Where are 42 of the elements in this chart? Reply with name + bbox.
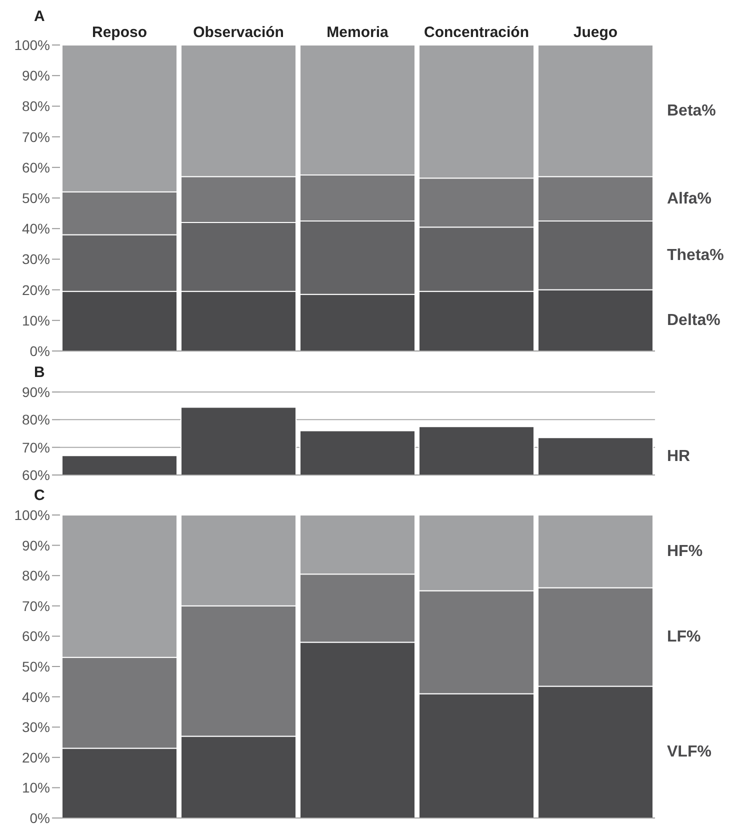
y-tick-label: 70% — [22, 128, 50, 145]
y-tick-label: 90% — [22, 537, 50, 554]
y-tick-label: 10% — [22, 780, 50, 796]
series-label: Delta% — [667, 312, 720, 329]
y-tick-label: 60% — [22, 628, 50, 644]
y-tick-label: 0% — [30, 342, 50, 359]
y-tick-label: 80% — [22, 412, 50, 428]
x-tick-label: Reposo — [92, 24, 148, 41]
x-tick-label: Memoria — [326, 24, 389, 41]
y-tick-label: 70% — [22, 439, 50, 456]
y-tick-label: 50% — [22, 190, 50, 206]
y-tick-label: 80% — [22, 568, 50, 584]
series-label: LF% — [667, 628, 701, 646]
y-tick-label: 30% — [22, 719, 50, 736]
chart-title: B — [34, 364, 45, 381]
x-tick-label: Concentración — [424, 24, 530, 41]
y-tick-label: 60% — [22, 159, 50, 176]
x-tick-label: Observación — [193, 24, 284, 41]
x-tick-label: Juego — [573, 24, 618, 41]
series-label: Alfa% — [667, 190, 712, 208]
y-tick-label: 70% — [22, 598, 50, 614]
y-tick-label: 100% — [14, 36, 50, 53]
y-tick-label: 40% — [22, 220, 50, 237]
series-label: Theta% — [667, 246, 724, 264]
chart-title: C — [34, 487, 45, 504]
y-tick-label: 10% — [22, 312, 50, 328]
y-tick-label: 80% — [22, 98, 50, 114]
chart-title: A — [34, 8, 45, 25]
y-tick-label: 40% — [22, 688, 50, 705]
y-tick-label: 100% — [14, 506, 50, 523]
y-tick-label: 0% — [30, 810, 50, 826]
y-tick-label: 20% — [22, 749, 50, 766]
series-label: HR — [667, 448, 691, 465]
y-tick-label: 90% — [22, 68, 50, 84]
series-label: Beta% — [667, 102, 716, 120]
y-tick-label: 90% — [22, 384, 50, 400]
y-tick-label: 60% — [22, 466, 50, 483]
y-tick-label: 20% — [22, 282, 50, 298]
series-label: HF% — [667, 542, 703, 560]
y-tick-label: 50% — [22, 658, 50, 674]
series-label: VLF% — [667, 744, 712, 761]
y-tick-label: 30% — [22, 251, 50, 268]
